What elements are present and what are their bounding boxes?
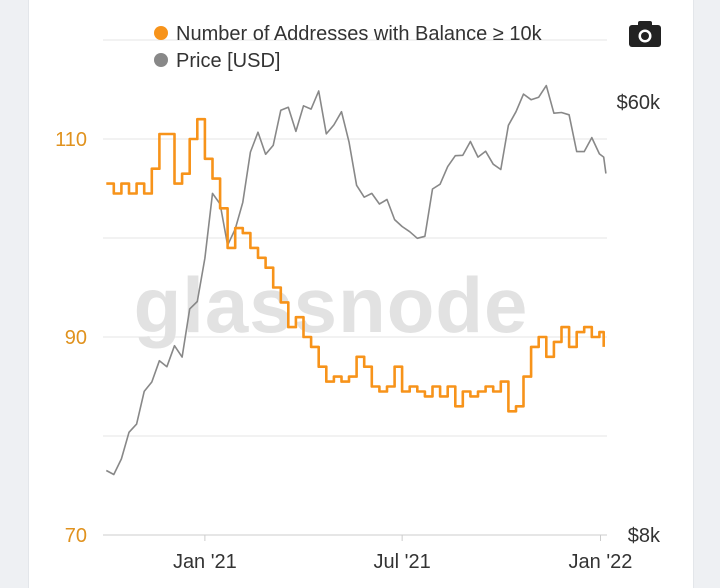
left-axis-tick-110: 110 [55,129,87,151]
legend[interactable]: Number of Addresses with Balance ≥ 10k P… [154,23,543,72]
x-axis-tick-1: Jul '21 [374,551,431,573]
legend-marker-addresses[interactable] [154,26,168,40]
legend-marker-price[interactable] [154,53,168,67]
right-axis-tick-1: $60k [617,92,661,114]
right-axis-tick-0: $8k [628,525,661,547]
chart-card: glassnode 70 90 110 $8k $60k Jan '21 Jul '21 Ja… [28,0,694,588]
series-lines [105,84,607,476]
price-line[interactable] [105,84,607,476]
chart-svg: glassnode 70 90 110 $8k $60k Jan '21 Jul '21 Ja… [55,21,661,573]
axis-ticks: 70 90 110 $8k $60k Jan '21 Jul '21 Jan '22 [55,92,661,573]
legend-label-addresses[interactable]: Number of Addresses with Balance ≥ 10k [176,23,543,45]
camera-icon[interactable] [629,21,661,47]
legend-label-price[interactable]: Price [USD] [176,50,280,72]
x-axis-tick-2: Jan '22 [569,551,633,573]
left-axis-tick-70: 70 [65,525,87,547]
addresses-line[interactable] [106,117,605,413]
x-axis-tick-0: Jan '21 [173,551,237,573]
left-axis-tick-90: 90 [65,327,87,349]
glassnode-watermark: glassnode [134,261,529,349]
